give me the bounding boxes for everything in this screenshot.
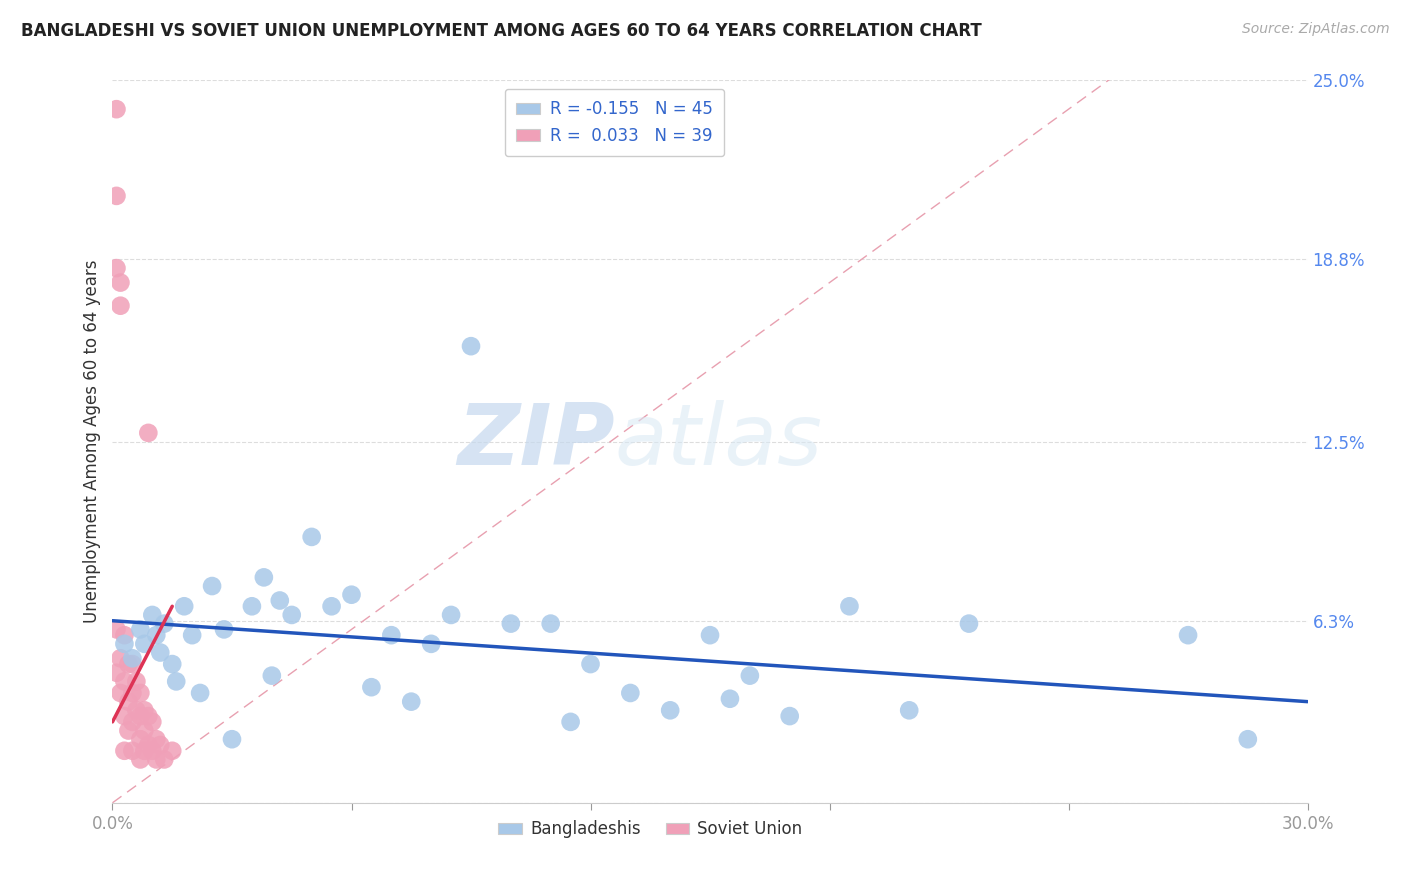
- Point: [240, 599, 263, 614]
- Point: [129, 623, 152, 637]
- Point: [134, 703, 156, 717]
- Point: [162, 744, 183, 758]
- Point: [269, 593, 291, 607]
- Text: Source: ZipAtlas.com: Source: ZipAtlas.com: [1241, 22, 1389, 37]
- Point: [165, 674, 187, 689]
- Point: [138, 738, 160, 752]
- Point: [212, 623, 235, 637]
- Point: [181, 628, 204, 642]
- Text: ZIP: ZIP: [457, 400, 614, 483]
- Point: [129, 686, 152, 700]
- Point: [114, 674, 135, 689]
- Point: [619, 686, 641, 700]
- Point: [114, 744, 135, 758]
- Point: [281, 607, 304, 622]
- Point: [718, 691, 741, 706]
- Point: [141, 744, 163, 758]
- Point: [105, 102, 128, 116]
- Point: [141, 607, 163, 622]
- Legend: Bangladeshis, Soviet Union: Bangladeshis, Soviet Union: [492, 814, 808, 845]
- Point: [1177, 628, 1199, 642]
- Point: [121, 744, 143, 758]
- Point: [105, 665, 128, 680]
- Point: [110, 276, 132, 290]
- Y-axis label: Unemployment Among Ages 60 to 64 years: Unemployment Among Ages 60 to 64 years: [83, 260, 101, 624]
- Point: [114, 637, 135, 651]
- Point: [145, 752, 167, 766]
- Point: [560, 714, 582, 729]
- Point: [898, 703, 921, 717]
- Point: [138, 709, 160, 723]
- Point: [105, 189, 128, 203]
- Point: [149, 738, 172, 752]
- Point: [221, 732, 243, 747]
- Point: [110, 651, 132, 665]
- Point: [659, 703, 682, 717]
- Point: [540, 616, 562, 631]
- Point: [401, 695, 423, 709]
- Point: [134, 744, 156, 758]
- Point: [838, 599, 860, 614]
- Point: [125, 703, 148, 717]
- Point: [699, 628, 721, 642]
- Point: [114, 709, 135, 723]
- Point: [201, 579, 224, 593]
- Point: [420, 637, 443, 651]
- Point: [1237, 732, 1260, 747]
- Point: [460, 339, 482, 353]
- Point: [260, 668, 283, 682]
- Text: BANGLADESHI VS SOVIET UNION UNEMPLOYMENT AMONG AGES 60 TO 64 YEARS CORRELATION C: BANGLADESHI VS SOVIET UNION UNEMPLOYMENT…: [21, 22, 981, 40]
- Point: [134, 637, 156, 651]
- Point: [117, 695, 139, 709]
- Point: [129, 732, 152, 747]
- Point: [125, 674, 148, 689]
- Point: [380, 628, 402, 642]
- Point: [138, 425, 160, 440]
- Point: [173, 599, 195, 614]
- Point: [145, 732, 167, 747]
- Point: [105, 623, 128, 637]
- Point: [340, 588, 363, 602]
- Point: [321, 599, 343, 614]
- Point: [121, 714, 143, 729]
- Point: [117, 657, 139, 671]
- Point: [110, 686, 132, 700]
- Point: [134, 723, 156, 738]
- Text: atlas: atlas: [614, 400, 823, 483]
- Point: [779, 709, 801, 723]
- Point: [129, 752, 152, 766]
- Point: [121, 686, 143, 700]
- Point: [141, 714, 163, 729]
- Point: [114, 628, 135, 642]
- Point: [499, 616, 522, 631]
- Point: [253, 570, 276, 584]
- Point: [121, 651, 143, 665]
- Point: [188, 686, 211, 700]
- Point: [129, 709, 152, 723]
- Point: [957, 616, 980, 631]
- Point: [121, 657, 143, 671]
- Point: [105, 261, 128, 276]
- Point: [440, 607, 463, 622]
- Point: [145, 628, 167, 642]
- Point: [149, 646, 172, 660]
- Point: [153, 752, 176, 766]
- Point: [153, 616, 176, 631]
- Point: [579, 657, 602, 671]
- Point: [110, 299, 132, 313]
- Point: [162, 657, 183, 671]
- Point: [301, 530, 323, 544]
- Point: [117, 723, 139, 738]
- Point: [360, 680, 382, 694]
- Point: [738, 668, 761, 682]
